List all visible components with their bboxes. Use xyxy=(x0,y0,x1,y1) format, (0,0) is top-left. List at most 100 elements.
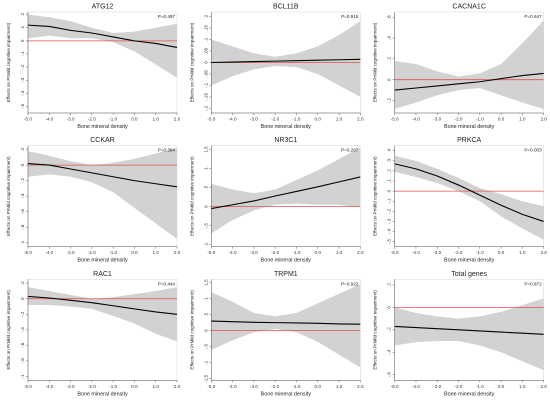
y-tick-label: .2 xyxy=(20,281,25,285)
x-tick-label: 1.0 xyxy=(336,384,343,389)
y-tick-label: 1 xyxy=(203,297,208,300)
y-tick-label: -.2 xyxy=(387,327,392,333)
x-tick-label: 0.0 xyxy=(315,384,322,389)
x-tick-label: 1.0 xyxy=(519,250,526,255)
y-axis-label: Effects on PrMild cognitive impairment) xyxy=(189,156,194,236)
y-tick-label: -.05 xyxy=(203,70,208,78)
fit-line xyxy=(27,295,178,315)
confidence-band xyxy=(28,148,177,239)
x-tick-label: -1.0 xyxy=(109,117,117,122)
y-tick-label: .2 xyxy=(387,283,392,287)
x-tick-label: -2.0 xyxy=(88,384,96,389)
x-tick-label: 0.0 xyxy=(131,384,138,389)
x-tick-label: 0.0 xyxy=(498,117,505,122)
x-tick-label: -5.0 xyxy=(391,250,399,255)
p-value: P=0.384 xyxy=(158,148,176,153)
fit-line xyxy=(394,72,544,91)
y-tick-label: 0 xyxy=(387,189,392,192)
y-tick-label: -.2 xyxy=(20,178,25,184)
fit-line xyxy=(211,58,361,64)
y-tick-label: -1 xyxy=(203,360,208,365)
fit-line xyxy=(27,162,178,188)
x-tick-label: -4.0 xyxy=(229,384,237,389)
panel-title: NR3C1 xyxy=(274,137,297,144)
p-value: P=0.497 xyxy=(158,14,176,19)
x-axis-label: Bone mineral density xyxy=(261,124,312,130)
y-tick-label: -.5 xyxy=(203,223,208,229)
x-tick-label: -4.0 xyxy=(229,250,237,255)
x-tick-label: -3.0 xyxy=(433,250,441,255)
x-tick-label: -5.0 xyxy=(24,384,32,389)
fit-line xyxy=(27,24,178,48)
x-tick-label: 2.0 xyxy=(357,384,364,389)
y-axis-label: Effects on PrMild cognitive impairment) xyxy=(189,290,194,370)
panel-9: -5.0 -4.0 -3.0 -2.0 -1.0 0.0 1.0 2.0 .2 0 -.2 -.4 -.… xyxy=(373,271,548,398)
p-value: P=0.922 xyxy=(341,281,359,286)
x-tick-label: -5.0 xyxy=(207,117,215,122)
fit-line xyxy=(211,176,361,210)
panel-7: -5.0 -4.0 -3.0 -2.0 -1.0 0.0 1.0 2.0 .2 0 -.2 -.4 -.… xyxy=(6,271,181,398)
x-tick-label: -1.0 xyxy=(109,250,117,255)
x-tick-label: 2.0 xyxy=(540,384,547,389)
x-tick-label: -3.0 xyxy=(250,250,258,255)
fit-line xyxy=(394,325,544,335)
y-tick-label: 0 xyxy=(203,61,208,64)
x-tick-label: 0.0 xyxy=(315,117,322,122)
x-tick-label: -1.0 xyxy=(293,117,301,122)
panel-title: BCL11B xyxy=(273,4,299,11)
x-tick-label: 1.0 xyxy=(336,117,343,122)
x-tick-label: -3.0 xyxy=(67,384,75,389)
y-tick-label: .1 xyxy=(387,179,392,183)
x-tick-label: -2.0 xyxy=(88,250,96,255)
y-tick-label: .4 xyxy=(387,36,392,40)
x-axis-label: Bone mineral density xyxy=(444,124,495,130)
x-tick-label: -2.0 xyxy=(271,384,279,389)
y-tick-label: -.1 xyxy=(203,82,208,88)
y-tick-label: -.4 xyxy=(387,349,392,355)
y-tick-label: -.2 xyxy=(20,64,25,70)
y-axis-label: Effects on PrMild cognitive impairment) xyxy=(373,290,378,370)
y-tick-label: -.6 xyxy=(20,209,25,215)
x-tick-label: -4.0 xyxy=(412,250,420,255)
x-tick-label: -5.0 xyxy=(207,250,215,255)
y-tick-label: 0 xyxy=(20,297,25,300)
x-tick-label: -4.0 xyxy=(229,117,237,122)
y-tick-label: -1.5 xyxy=(203,374,208,382)
x-tick-label: 1.0 xyxy=(519,384,526,389)
panel-4: -5.0 -4.0 -3.0 -2.0 -1.0 0.0 1.0 2.0 .2 0 -.2 -.4 -.… xyxy=(6,137,181,263)
x-tick-label: -2.0 xyxy=(455,250,463,255)
y-tick-label: -.5 xyxy=(20,103,25,109)
y-tick-label: 0 xyxy=(20,163,25,166)
y-tick-label: -.3 xyxy=(387,218,392,224)
confidence-band xyxy=(211,21,361,97)
y-axis-label: Effects on PrMild cognitive impairment) xyxy=(373,156,378,236)
y-tick-label: .15 xyxy=(203,24,208,31)
x-tick-label: 1.0 xyxy=(336,250,343,255)
y-tick-label: .4 xyxy=(387,148,392,152)
confidence-band xyxy=(211,284,361,368)
x-tick-label: -1.0 xyxy=(293,384,301,389)
y-tick-label: -1 xyxy=(20,374,25,379)
x-axis-label: Bone mineral density xyxy=(261,391,312,397)
x-tick-label: -3.0 xyxy=(433,117,441,122)
y-tick-label: -.1 xyxy=(387,198,392,204)
confidence-band xyxy=(394,298,544,371)
x-axis-label: Bone mineral density xyxy=(77,258,128,264)
y-tick-label: -.6 xyxy=(20,342,25,348)
x-tick-label: -4.0 xyxy=(45,250,53,255)
y-tick-label: -.15 xyxy=(203,93,208,101)
x-tick-label: 2.0 xyxy=(174,117,181,122)
x-tick-label: 2.0 xyxy=(174,384,181,389)
x-axis-label: Bone mineral density xyxy=(444,258,495,264)
x-axis-label: Bone mineral density xyxy=(77,124,128,130)
y-tick-label: .1 xyxy=(20,25,25,29)
panel-1: -5.0 -4.0 -3.0 -2.0 -1.0 0.0 1.0 2.0 -.5 -.4 -.3 -.… xyxy=(6,4,181,131)
x-tick-label: 0.0 xyxy=(131,117,138,122)
y-tick-label: -.8 xyxy=(20,224,25,230)
x-axis-label: Bone mineral density xyxy=(444,391,495,397)
x-axis-label: Bone mineral density xyxy=(261,258,312,264)
y-tick-label: 0 xyxy=(387,306,392,309)
x-tick-label: -2.0 xyxy=(455,117,463,122)
confidence-band xyxy=(28,287,177,342)
y-tick-label: 0 xyxy=(387,78,392,81)
